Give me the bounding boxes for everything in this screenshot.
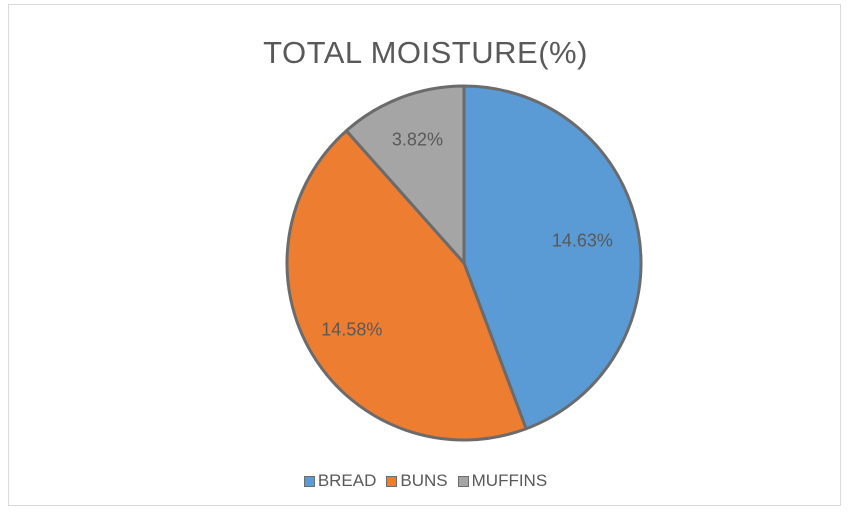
pie-chart: 14.63% 14.58% 3.82% bbox=[285, 84, 643, 442]
pie-slice-muffins bbox=[344, 84, 466, 265]
legend-swatch-buns bbox=[386, 475, 398, 487]
legend-label-muffins: MUFFINS bbox=[471, 471, 548, 490]
data-label-bread: 14.63% bbox=[552, 230, 613, 250]
data-label-buns: 14.58% bbox=[321, 319, 382, 339]
pie-slice-bread bbox=[462, 84, 643, 431]
legend-item-buns: BUNS bbox=[386, 471, 448, 491]
legend-item-bread: BREAD bbox=[303, 471, 377, 491]
data-label-muffins: 3.82% bbox=[392, 129, 443, 149]
legend-swatch-bread bbox=[303, 475, 315, 487]
pie-slice-buns bbox=[285, 129, 528, 442]
legend-swatch-muffins bbox=[457, 475, 469, 487]
legend-label-bread: BREAD bbox=[317, 471, 377, 490]
chart-area: TOTAL MOISTURE(%) 14.63% 14.58% 3.82% BREA… bbox=[8, 4, 841, 506]
legend-item-muffins: MUFFINS bbox=[457, 471, 548, 491]
chart-title: TOTAL MOISTURE(%) bbox=[263, 35, 588, 70]
legend-label-buns: BUNS bbox=[400, 471, 448, 490]
legend: BREAD BUNS MUFFINS bbox=[9, 471, 842, 491]
